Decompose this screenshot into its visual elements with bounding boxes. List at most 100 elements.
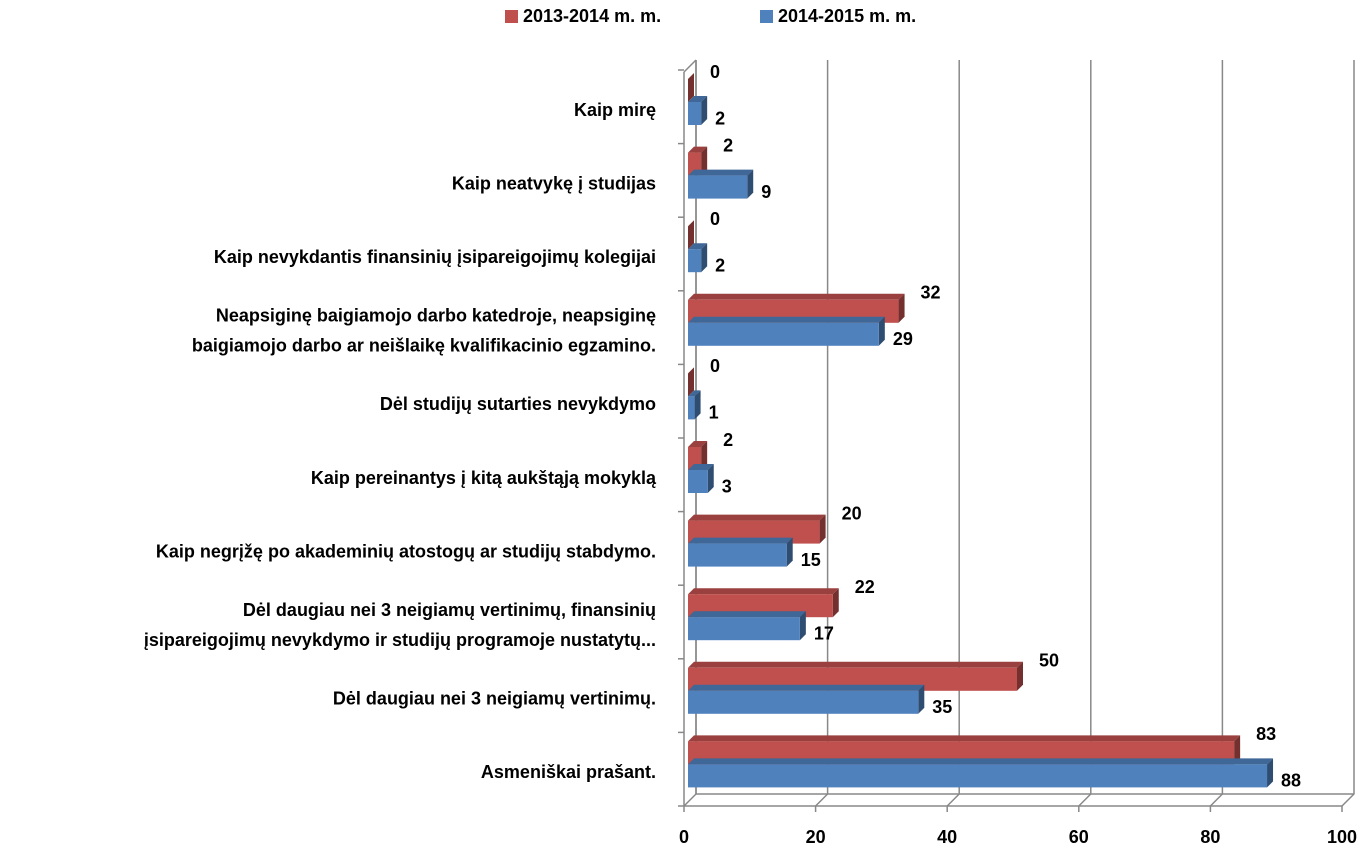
bar [688, 96, 708, 125]
category-label: Dėl daugiau nei 3 neigiamų vertinimų, fi… [144, 600, 656, 650]
bar-top [688, 96, 708, 102]
data-label: 17 [814, 623, 834, 643]
bar-front [688, 690, 919, 714]
grid-line [1341, 60, 1355, 807]
data-label: 1 [709, 403, 719, 423]
bar-side [898, 293, 905, 323]
bar [688, 316, 885, 346]
data-label: 22 [855, 577, 875, 597]
bar-top [688, 293, 905, 300]
category-label: Dėl studijų sutarties nevykdymo [380, 394, 656, 414]
data-label: 29 [893, 329, 913, 349]
x-tick-label: 100 [1327, 827, 1357, 847]
bar [688, 537, 793, 567]
bar-top [688, 537, 793, 544]
data-label: 15 [801, 550, 821, 570]
data-label: 0 [710, 356, 720, 376]
x-tick-label: 0 [679, 827, 689, 847]
bar-top [688, 146, 708, 153]
left-wall-top [683, 59, 697, 73]
bar-side [688, 367, 694, 397]
category-label: Kaip neatvykę į studijas [452, 173, 656, 193]
bar-top [688, 390, 701, 397]
bar-front [688, 470, 708, 493]
bar-side [701, 146, 708, 176]
bar-side [786, 537, 793, 567]
bar-top [688, 169, 754, 176]
category-label: Dėl daugiau nei 3 neigiamų vertinimų. [333, 688, 656, 708]
bar [688, 464, 714, 493]
legend-swatch [760, 10, 773, 23]
bar-front [688, 617, 800, 641]
data-label: 3 [722, 476, 732, 496]
grid-line [1209, 60, 1224, 807]
bar-top [688, 441, 708, 447]
data-label: 9 [761, 182, 771, 202]
bar-side [819, 514, 826, 544]
category-label: Kaip pereinantys į kitą aukštąją mokyklą [311, 468, 657, 488]
bar-top [688, 661, 1023, 668]
bar [688, 611, 806, 641]
category-label: Kaip mirę [574, 100, 656, 120]
bar-front [688, 175, 748, 199]
data-label: 0 [710, 62, 720, 82]
x-tick-label: 20 [806, 827, 826, 847]
bar-side [701, 96, 708, 125]
bar-top [688, 735, 1241, 742]
bar [688, 367, 694, 397]
data-label: 83 [1256, 724, 1276, 744]
bar-top [688, 611, 806, 618]
bar-front [688, 543, 787, 567]
bar-side [1267, 758, 1274, 788]
bar-side [694, 390, 701, 420]
category-label: Kaip nevykdantis finansinių įsipareigoji… [214, 247, 656, 267]
x-tick-label: 40 [937, 827, 957, 847]
bar-front [688, 764, 1268, 788]
data-label: 88 [1281, 771, 1301, 791]
bar [688, 243, 708, 273]
bar-side [799, 611, 806, 641]
data-label: 20 [842, 503, 862, 523]
bar-side [688, 73, 694, 102]
bar-top [688, 243, 708, 250]
category-label: Kaip negrįžę po akademinių atostogų ar s… [156, 541, 656, 561]
grid-line [1078, 60, 1092, 807]
x-tick-label: 60 [1069, 827, 1089, 847]
bar-side [747, 169, 754, 199]
bar-front [688, 396, 695, 420]
bar-top [688, 588, 839, 595]
bar-side [918, 684, 925, 714]
bar [688, 684, 925, 714]
data-label: 32 [921, 283, 941, 303]
bar-front [688, 322, 879, 346]
data-label: 2 [723, 135, 733, 155]
category-label: Asmeniškai prašant. [481, 762, 656, 782]
legend-swatch [505, 10, 518, 23]
data-label: 50 [1039, 651, 1059, 671]
data-label: 2 [715, 255, 725, 275]
legend-label: 2013-2014 m. m. [523, 6, 661, 26]
bar-front [688, 102, 702, 125]
bar-side [701, 441, 708, 470]
bar-top [688, 758, 1274, 765]
category-label: Neapsiginę baigiamojo darbo katedroje, n… [192, 305, 656, 355]
bar [688, 73, 694, 102]
bar-top [688, 316, 885, 323]
grid-line [946, 60, 960, 807]
bar-top [688, 684, 925, 691]
data-label: 2 [715, 108, 725, 128]
x-tick-label: 80 [1200, 827, 1220, 847]
bar [688, 220, 694, 250]
data-label: 2 [723, 430, 733, 450]
bar-front [688, 249, 702, 273]
bar-side [832, 588, 839, 618]
data-label: 0 [710, 209, 720, 229]
data-label: 35 [932, 697, 952, 717]
bar-top [688, 514, 826, 521]
bar-side [878, 316, 885, 346]
bar [688, 390, 701, 420]
legend-label: 2014-2015 m. m. [778, 6, 916, 26]
bar-side [701, 243, 708, 273]
bar-side [688, 220, 694, 250]
